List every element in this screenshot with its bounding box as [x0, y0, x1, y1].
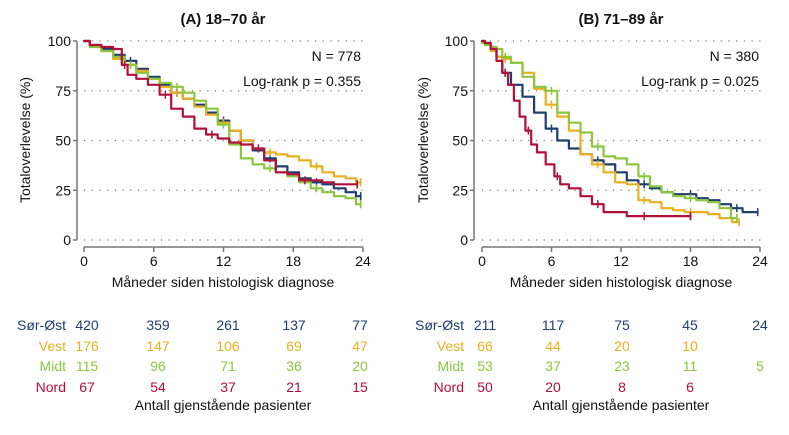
- panel-b-risk-cell: 117: [542, 317, 565, 333]
- panel-b-risk-cell: 75: [614, 317, 630, 333]
- panel-b-annotation-n: N = 380: [710, 48, 760, 64]
- panel-b-plot-area: 0 25 50 75 100 0 6 12 18 24: [445, 33, 768, 269]
- panel-b-series-midt: [480, 41, 738, 220]
- panel-a-risk-cell: 69: [286, 338, 302, 354]
- panel-a-x-tick-label: 6: [150, 253, 158, 269]
- panel-a-risk-cell: 47: [352, 338, 368, 354]
- panel-b-risk-cell: 44: [545, 338, 561, 354]
- panel-a-risk-cell: 261: [216, 317, 240, 333]
- panel-a-risk-cell: 67: [79, 379, 95, 395]
- panel-b-risk-cell: 11: [683, 358, 698, 374]
- panel-b-annotation-logrank: Log-rank p = 0.025: [641, 73, 759, 89]
- panel-a-risk-cell: 36: [286, 358, 302, 374]
- panel-a-risk-cell: 106: [216, 338, 240, 354]
- panel-b-x-tick-label: 24: [752, 253, 768, 269]
- panel-a-y-tick-label: 0: [63, 232, 71, 248]
- panel-a-risk-cell: 54: [150, 379, 166, 395]
- panel-b-risk-cell: 66: [477, 338, 493, 354]
- panel-a-x-tick-label: 24: [355, 253, 371, 269]
- panel-b-risk-cell: 5: [756, 358, 764, 374]
- panel-a-annotation-n: N = 778: [312, 48, 362, 64]
- panel-a-risk-cell: 420: [75, 317, 99, 333]
- panel-a-ylabel: Totaloverlevelse (%): [17, 77, 33, 203]
- panel-b: (B) 71–89 år Totaloverlevelse (%) Månede…: [415, 11, 768, 413]
- panel-b-title: (B) 71–89 år: [578, 11, 663, 28]
- panel-a-series-nord: [82, 39, 359, 186]
- panel-a-risk-row-label: Vest: [39, 338, 66, 354]
- panel-b-risk-cell: 45: [682, 317, 698, 333]
- panel-b-y-tick-label: 100: [445, 33, 469, 49]
- panel-a-risk-cell: 37: [220, 379, 236, 395]
- panel-a-annotation-logrank: Log-rank p = 0.355: [243, 73, 361, 89]
- panel-a-risk-cell: 21: [286, 379, 302, 395]
- panel-a-y-tick-label: 75: [55, 83, 71, 99]
- panel-b-xlabel: Måneder siden histologisk diagnose: [510, 274, 733, 290]
- panel-a-risk-cell: 20: [352, 358, 368, 374]
- panel-a-risk-row-label: Sør-Øst: [17, 317, 66, 333]
- panel-b-x-tick-label: 6: [548, 253, 556, 269]
- panel-b-risk-row-label: Nord: [434, 379, 464, 395]
- panel-b-risk-cell: 211: [474, 317, 497, 333]
- panel-b-risk-cell: 50: [477, 379, 493, 395]
- panel-a-risk-cell: 359: [146, 317, 170, 333]
- panel-a-x-tick-label: 12: [216, 253, 232, 269]
- panel-a-risk-cell: 137: [282, 317, 306, 333]
- panel-a-risk-table-title: Antall gjenstående pasienter: [135, 397, 312, 413]
- panel-b-risk-table: Sør-Øst 211 117 75 45 24 Vest 66 44 20 10 Midt 53 37 2…: [415, 317, 768, 395]
- panel-b-y-tick-label: 25: [452, 182, 468, 198]
- panel-a-x-tick-label: 18: [285, 253, 301, 269]
- panel-b-risk-cell: 10: [682, 338, 698, 354]
- panel-a-x-tick-label: 0: [80, 253, 88, 269]
- panel-a-risk-table: Sør-Øst 420 359 261 137 77 Vest 176 147 106 69 47 Mi…: [17, 317, 368, 395]
- panel-a-y-tick-label: 25: [55, 182, 71, 198]
- panel-b-risk-cell: 20: [545, 379, 561, 395]
- panel-b-risk-row-label: Sør-Øst: [415, 317, 464, 333]
- panel-a-risk-cell: 96: [150, 358, 166, 374]
- panel-b-x-tick-label: 12: [613, 253, 629, 269]
- panel-b-risk-cell: 8: [618, 379, 626, 395]
- panel-b-risk-table-title: Antall gjenstående pasienter: [533, 397, 710, 413]
- panel-a-title: (A) 18–70 år: [180, 11, 265, 28]
- panel-a: (A) 18–70 år Totaloverlevelse (%) Månede…: [17, 11, 371, 413]
- panel-a-risk-cell: 115: [76, 358, 99, 374]
- panel-a-risk-row-label: Nord: [36, 379, 66, 395]
- panel-b-y-tick-label: 50: [452, 133, 468, 149]
- panel-b-ylabel: Totaloverlevelse (%): [415, 77, 431, 203]
- panel-b-x-tick-label: 18: [683, 253, 699, 269]
- panel-a-risk-cell: 176: [75, 338, 99, 354]
- panel-a-xlabel: Måneder siden histologisk diagnose: [112, 274, 335, 290]
- panel-a-risk-cell: 71: [220, 358, 236, 374]
- panel-a-risk-row-label: Midt: [40, 358, 67, 374]
- panel-b-risk-cell: 53: [477, 358, 493, 374]
- panel-b-y-tick-label: 75: [452, 83, 468, 99]
- panel-a-plot-area: 0 25 50 75 100 0 6 12 18 24: [48, 33, 371, 269]
- panel-a-y-tick-label: 100: [48, 33, 72, 49]
- panel-b-risk-row-label: Vest: [437, 338, 464, 354]
- panel-b-x-tick-label: 0: [478, 253, 486, 269]
- panel-b-risk-cell: 20: [614, 338, 630, 354]
- panel-b-risk-cell: 23: [614, 358, 630, 374]
- panel-b-series-nord: [480, 39, 692, 218]
- panel-b-risk-cell: 24: [752, 317, 768, 333]
- panel-b-risk-cell: 37: [545, 358, 561, 374]
- panel-b-series-vest: [480, 39, 741, 224]
- panel-b-risk-cell: 6: [686, 379, 694, 395]
- panel-a-risk-cell: 147: [146, 338, 170, 354]
- panel-a-risk-cell: 77: [352, 317, 368, 333]
- panel-b-risk-row-label: Midt: [438, 358, 465, 374]
- panel-b-y-tick-label: 0: [460, 232, 468, 248]
- panel-a-risk-cell: 15: [352, 379, 368, 395]
- panel-a-y-tick-label: 50: [55, 133, 71, 149]
